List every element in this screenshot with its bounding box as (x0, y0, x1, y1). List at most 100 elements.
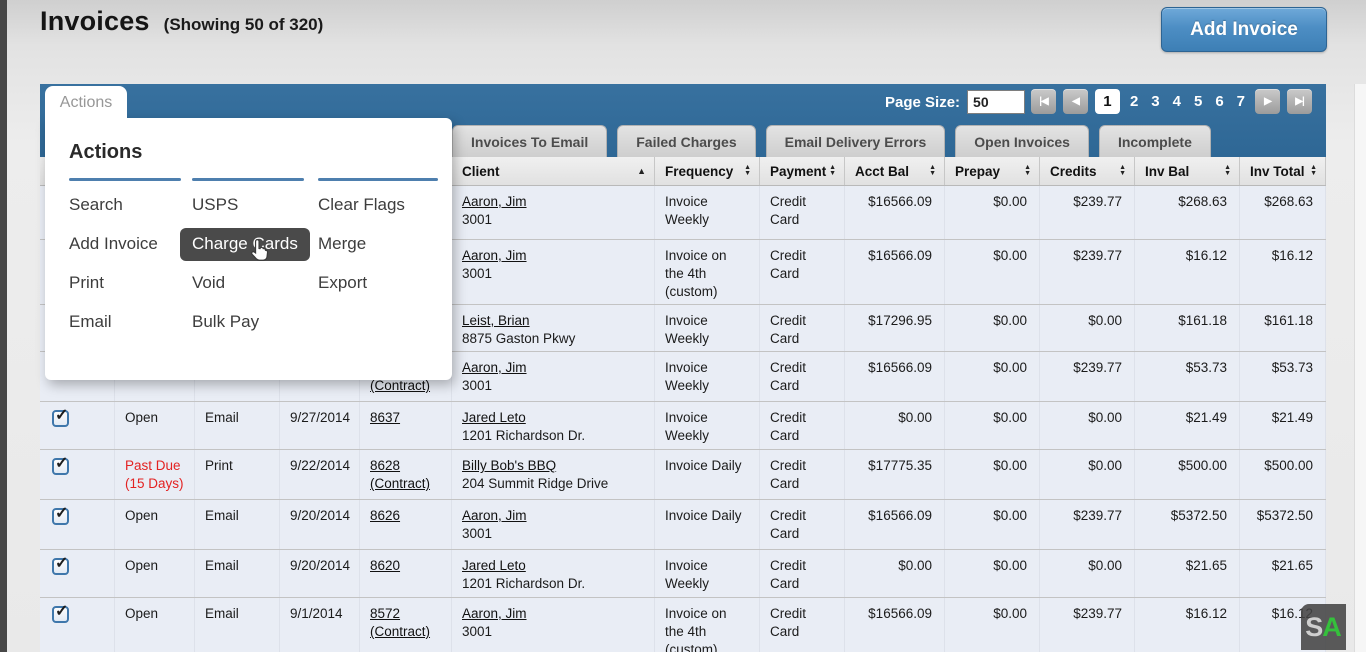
table-cell: $0.00 (1040, 402, 1135, 449)
page-number-button[interactable]: 3 (1151, 93, 1160, 110)
page-number-button[interactable]: 6 (1215, 93, 1224, 110)
invoice-link[interactable]: 8628 (Contract) (370, 458, 431, 491)
invoice-link[interactable]: 8626 (370, 508, 401, 523)
acct-bal-value: $16566.09 (868, 606, 932, 621)
table-cell: Email (195, 402, 280, 449)
sa-watermark: S A (1301, 604, 1346, 650)
client-link[interactable]: Leist, Brian (462, 313, 530, 328)
menu-item-search[interactable]: Search (69, 195, 192, 234)
column-header[interactable]: Credits ▲ ▼ (1040, 157, 1135, 185)
table-cell: Aaron, Jim 3001 (452, 240, 655, 304)
table-cell: $500.00 (1240, 450, 1326, 499)
table-cell: Credit Card (760, 402, 845, 449)
row-checkbox[interactable]: ✓ (52, 407, 69, 427)
column-header[interactable]: Frequency ▲ ▼ (655, 157, 760, 185)
payment-text: Credit Card (770, 313, 807, 346)
client-link[interactable]: Billy Bob's BBQ (462, 458, 557, 473)
scrollbar-track[interactable] (1354, 84, 1366, 652)
check-icon: ✓ (55, 603, 69, 620)
menu-item-bulk-pay[interactable]: Bulk Pay (192, 312, 318, 351)
tab-invoices-to-email[interactable]: Invoices To Email (452, 125, 608, 157)
tab-email-delivery-errors[interactable]: Email Delivery Errors (765, 125, 946, 157)
client-subtext: 3001 (462, 526, 493, 541)
first-page-button[interactable]: |◀ (1030, 89, 1056, 114)
row-checkbox[interactable]: ✓ (52, 603, 69, 623)
menu-item-label: USPS (192, 195, 239, 214)
payment-text: Credit Card (770, 194, 807, 227)
table-cell: $16566.09 (845, 352, 945, 401)
client-link[interactable]: Aaron, Jim (462, 194, 527, 209)
status-text: Open (125, 558, 159, 573)
page-number-button[interactable]: 5 (1193, 93, 1203, 110)
page-number-button[interactable]: 4 (1172, 93, 1181, 110)
menu-item-clear-flags[interactable]: Clear Flags (318, 195, 442, 234)
next-page-button[interactable]: ▶ (1255, 89, 1280, 114)
client-link[interactable]: Jared Leto (462, 410, 526, 425)
menu-item-merge[interactable]: Merge (318, 234, 442, 273)
row-checkbox[interactable]: ✓ (52, 455, 69, 475)
column-header[interactable]: Prepay ▲ ▼ (945, 157, 1040, 185)
tab-failed-charges[interactable]: Failed Charges (617, 125, 756, 157)
table-cell: ✓ (40, 598, 115, 652)
row-checkbox[interactable]: ✓ (52, 555, 69, 575)
frequency-text: Invoice on the 4th (custom) (665, 606, 727, 652)
menu-item-void[interactable]: Void (192, 273, 318, 312)
client-link[interactable]: Aaron, Jim (462, 508, 527, 523)
menu-item-print[interactable]: Print (69, 273, 192, 312)
invoice-link[interactable]: 8637 (370, 410, 401, 425)
column-header[interactable]: Inv Bal ▲ ▼ (1135, 157, 1240, 185)
check-icon: ✓ (55, 455, 69, 472)
page-size-group: Page Size: (885, 90, 1026, 114)
client-link[interactable]: Aaron, Jim (462, 360, 527, 375)
page-number-button[interactable]: 2 (1129, 93, 1139, 110)
client-link[interactable]: Aaron, Jim (462, 606, 527, 621)
date-text: 9/20/2014 (290, 508, 351, 523)
inv-total-value: $500.00 (1264, 458, 1313, 473)
invoice-link[interactable]: 8572 (Contract) (370, 606, 431, 639)
status-text: Open (125, 606, 159, 621)
add-invoice-button[interactable]: Add Invoice (1161, 7, 1327, 52)
watermark-letter-a: A (1322, 611, 1342, 642)
tab-incomplete[interactable]: Incomplete (1098, 125, 1211, 157)
menu-item-email[interactable]: Email (69, 312, 192, 351)
table-cell: Open (115, 500, 195, 549)
page-number-button[interactable]: 1 (1094, 89, 1120, 114)
acct-bal-value: $16566.09 (868, 248, 932, 263)
actions-tab[interactable]: Actions (45, 86, 127, 119)
menu-item-add-invoice[interactable]: Add Invoice (69, 234, 192, 273)
column-header[interactable]: Payment ▲ ▼ (760, 157, 845, 185)
prev-page-button[interactable]: ◀ (1062, 89, 1088, 114)
column-header[interactable]: Inv Total ▲ ▼ (1240, 157, 1326, 185)
invoice-link[interactable]: (Contract) (370, 378, 431, 393)
table-cell: $239.77 (1040, 352, 1135, 401)
inv-bal-value: $53.73 (1185, 360, 1227, 375)
sort-icon: ▲ ▼ (744, 164, 751, 177)
table-cell: $239.77 (1040, 240, 1135, 304)
actions-menu-column: Clear Flags Merge Export (318, 178, 442, 351)
menu-item-export[interactable]: Export (318, 273, 442, 312)
tab-open-invoices[interactable]: Open Invoices (955, 125, 1089, 157)
inv-total-value: $21.49 (1271, 410, 1313, 425)
row-checkbox[interactable]: ✓ (52, 505, 69, 525)
last-page-button[interactable]: ▶| (1287, 89, 1312, 114)
column-header[interactable]: Acct Bal ▲ ▼ (845, 157, 945, 185)
delivery-text: Email (205, 410, 239, 425)
table-cell: $239.77 (1040, 186, 1135, 239)
column-header-label: Client (462, 163, 500, 179)
frequency-text: Invoice Weekly (665, 360, 710, 393)
page-size-input[interactable] (967, 90, 1026, 114)
menu-item-charge-cards[interactable]: Charge Cards (180, 228, 318, 273)
menu-item-usps[interactable]: USPS (192, 195, 318, 234)
inv-bal-value: $161.18 (1178, 313, 1227, 328)
table-cell: Email (195, 500, 280, 549)
invoice-link[interactable]: 8620 (370, 558, 401, 573)
payment-text: Credit Card (770, 360, 807, 393)
table-cell: $16.12 (1135, 598, 1240, 652)
table-cell: $0.00 (945, 550, 1040, 597)
delivery-text: Email (205, 508, 239, 523)
page-number-button[interactable]: 7 (1236, 93, 1245, 110)
client-link[interactable]: Aaron, Jim (462, 248, 527, 263)
client-link[interactable]: Jared Leto (462, 558, 526, 573)
column-header[interactable]: Client ▲ (452, 157, 655, 185)
